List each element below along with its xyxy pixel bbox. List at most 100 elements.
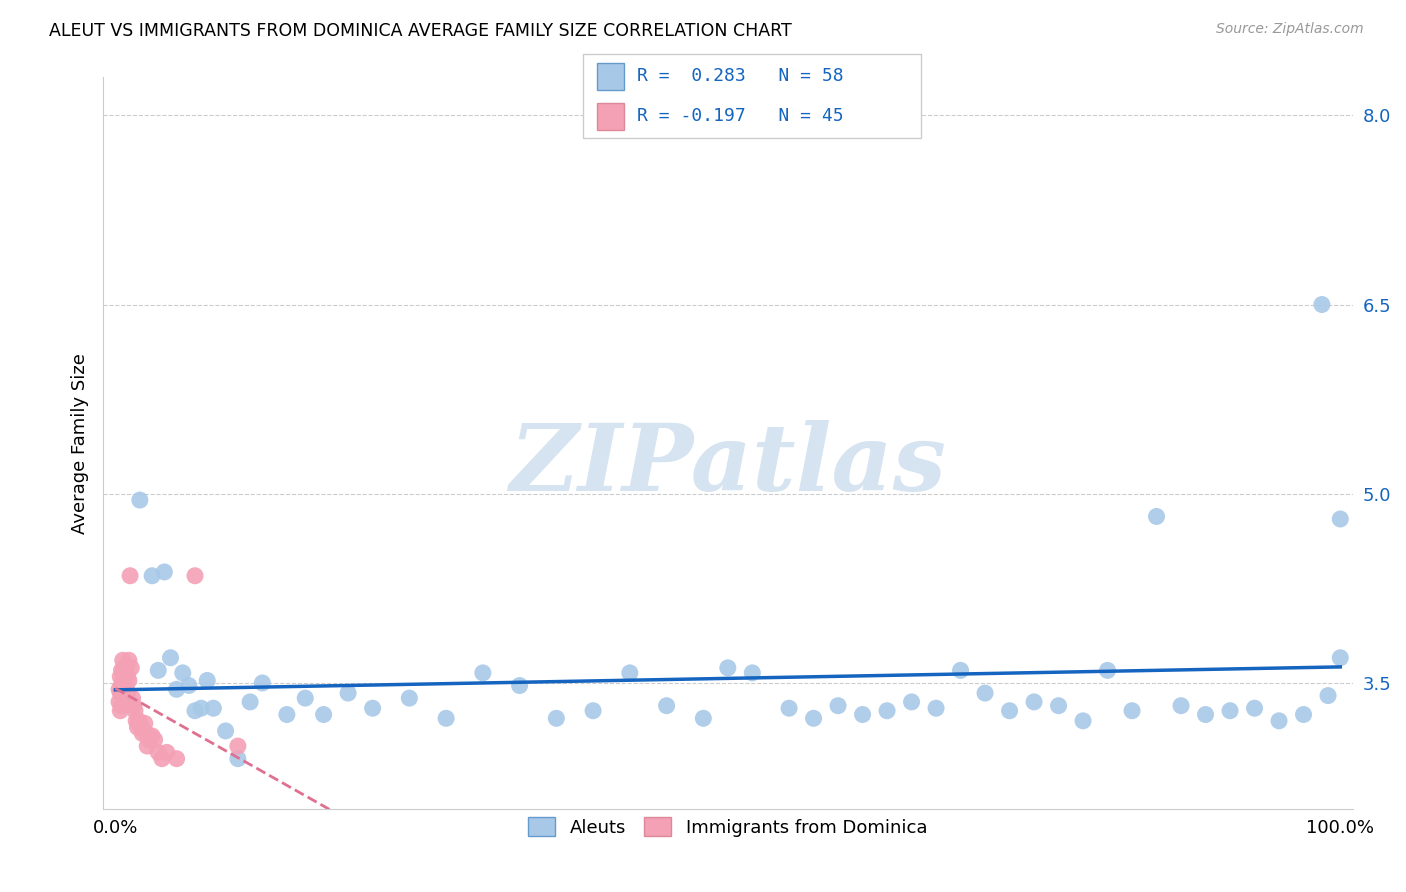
Point [114,665,136,680]
Point [110,670,132,684]
Point [190,701,212,715]
Point [214,723,236,738]
Point [398,691,420,706]
Point [110,698,132,713]
Bar [598,103,624,130]
Point [122,698,145,713]
Point [226,739,249,753]
Point [112,676,135,690]
Point [226,752,249,766]
Point [138,732,160,747]
Point [925,701,948,715]
Point [112,661,135,675]
Point [1310,297,1333,311]
Point [110,704,132,718]
Bar [598,62,624,90]
Point [1292,707,1315,722]
Point [138,729,160,743]
Point [276,707,298,722]
Point [1194,707,1216,722]
Point [124,704,146,718]
Point [655,698,678,713]
Text: R = -0.197   N = 45: R = -0.197 N = 45 [637,107,844,125]
Point [166,752,188,766]
Point [129,720,152,734]
Point [136,739,159,753]
Point [128,493,150,508]
Point [108,695,131,709]
Point [252,676,274,690]
Point [239,695,262,709]
Point [115,661,138,675]
Point [619,665,641,680]
Point [184,704,207,718]
Point [1317,689,1340,703]
Point [1170,698,1192,713]
Y-axis label: Average Family Size: Average Family Size [72,353,89,533]
Point [118,653,141,667]
Point [337,686,360,700]
Point [120,661,142,675]
Point [131,726,153,740]
Point [184,568,207,582]
Point [876,704,898,718]
Point [546,711,568,725]
Text: R =  0.283   N = 58: R = 0.283 N = 58 [637,68,844,86]
Point [153,565,176,579]
Point [127,720,149,734]
Point [900,695,922,709]
Point [143,732,166,747]
Point [121,691,143,706]
Text: ALEUT VS IMMIGRANTS FROM DOMINICA AVERAGE FAMILY SIZE CORRELATION CHART: ALEUT VS IMMIGRANTS FROM DOMINICA AVERAG… [49,22,792,40]
Point [202,701,225,715]
Point [803,711,825,725]
Point [692,711,714,725]
Point [120,568,142,582]
Point [717,661,740,675]
Legend: Aleuts, Immigrants from Dominica: Aleuts, Immigrants from Dominica [522,810,935,844]
Point [1268,714,1291,728]
Point [150,752,173,766]
Point [1121,704,1143,718]
Point [974,686,997,700]
Point [1097,664,1119,678]
Point [1243,701,1265,715]
Point [117,686,139,700]
Point [159,650,181,665]
Point [434,711,457,725]
Point [172,665,194,680]
Point [294,691,316,706]
Point [128,714,150,728]
Text: Source: ZipAtlas.com: Source: ZipAtlas.com [1216,22,1364,37]
Point [1219,704,1241,718]
Point [111,653,134,667]
Point [1022,695,1045,709]
Point [582,704,605,718]
Point [112,695,135,709]
Point [778,701,800,715]
Point [1329,512,1351,526]
Point [471,665,494,680]
Point [128,716,150,731]
Point [110,679,132,693]
Point [134,716,156,731]
Point [509,679,531,693]
Point [1071,714,1094,728]
Point [108,682,131,697]
Point [148,745,170,759]
Point [1146,509,1168,524]
Point [177,679,200,693]
Point [195,673,218,688]
Point [851,707,873,722]
Point [110,664,132,678]
Point [741,665,763,680]
Point [312,707,335,722]
Point [135,726,157,740]
Point [156,745,179,759]
Point [1047,698,1070,713]
FancyBboxPatch shape [583,54,921,138]
Point [827,698,849,713]
Point [111,673,134,688]
Point [361,701,384,715]
Point [949,664,972,678]
